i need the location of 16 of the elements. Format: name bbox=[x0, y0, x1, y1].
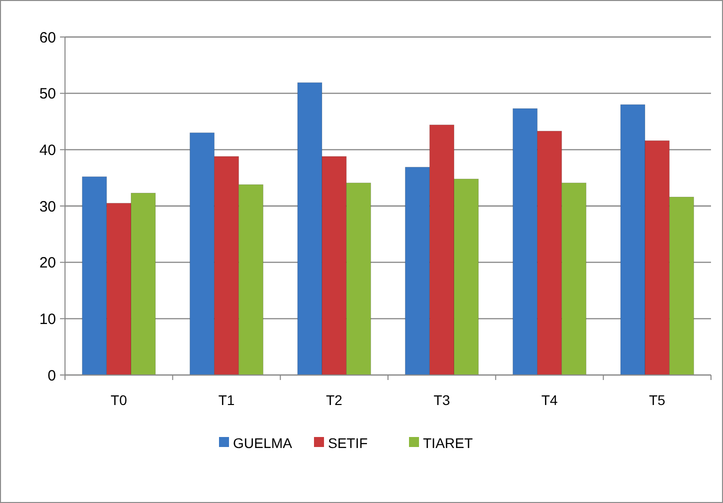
y-tick-label: 50 bbox=[39, 86, 56, 103]
x-tick-label: T4 bbox=[541, 392, 558, 408]
y-tick-label: 60 bbox=[39, 29, 56, 46]
x-tick-label: T0 bbox=[110, 392, 128, 408]
y-tick-label: 30 bbox=[39, 198, 56, 216]
y-tick-label: 20 bbox=[39, 254, 56, 272]
x-tick-label: T3 bbox=[434, 392, 450, 408]
legend-label: SETIF bbox=[328, 434, 368, 451]
x-tick-label: T1 bbox=[218, 392, 235, 408]
legend-label: TIARET bbox=[423, 434, 474, 451]
y-tick-label: 40 bbox=[39, 142, 56, 159]
y-tick-label: 0 bbox=[48, 367, 56, 384]
x-tick-label: T2 bbox=[326, 392, 343, 408]
legend-label: GUELMA bbox=[233, 434, 293, 451]
x-tick-label: T5 bbox=[648, 392, 666, 408]
y-tick-label: 10 bbox=[39, 310, 56, 328]
